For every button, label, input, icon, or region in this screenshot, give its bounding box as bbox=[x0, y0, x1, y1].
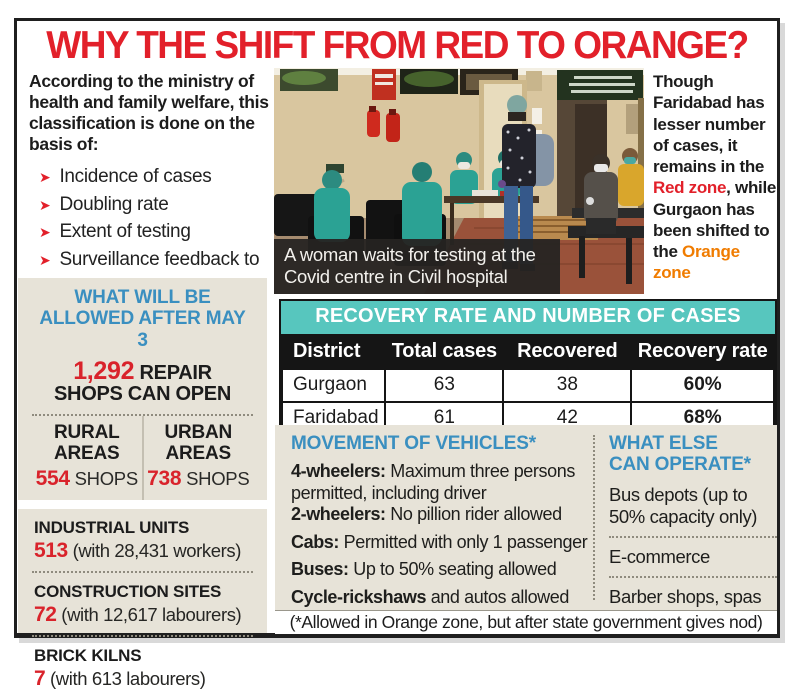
classification-criteria: According to the ministry of health and … bbox=[29, 71, 283, 301]
cell-recovery-rate: 60% bbox=[630, 368, 775, 403]
operate-item: Bus depots (up to 50% capacity only) bbox=[609, 483, 758, 527]
rural-areas-label: RURAL AREAS bbox=[53, 422, 120, 464]
criteria-item-label: Incidence of cases bbox=[59, 166, 212, 187]
criteria-item-label: Extent of testing bbox=[59, 221, 191, 243]
urban-shops-number: 738 bbox=[147, 466, 182, 490]
brick-kilns-detail: (with 613 labourers) bbox=[45, 667, 206, 689]
repair-shops-label: REPAIR SHOPS CAN OPEN bbox=[54, 361, 231, 406]
zone-note-text: Though Faridabad has lesser number of ca… bbox=[653, 72, 766, 176]
rural-shops-unit: SHOPS bbox=[69, 467, 139, 489]
vehicle-rule: Buses: Up to 50% seating allowed bbox=[291, 559, 557, 580]
construction-sites-label: CONSTRUCTION SITES bbox=[34, 581, 222, 601]
infographic-board: WHY THE SHIFT FROM RED TO ORANGE? Accord… bbox=[14, 18, 780, 690]
cell-recovered: 38 bbox=[502, 368, 633, 403]
table-header-row: District Total cases Recovered Recovery … bbox=[280, 334, 775, 370]
vehicle-rule: 2-wheelers: No pillion rider allowed bbox=[291, 504, 562, 525]
industrial-units-number: 513 bbox=[34, 538, 68, 562]
repair-shops-stat: 1,292 REPAIR SHOPS CAN OPEN bbox=[45, 358, 240, 405]
construction-sites-detail: (with 12,617 labourers) bbox=[56, 603, 242, 625]
arrow-bullet-icon: ➤ bbox=[39, 251, 51, 268]
vehicle-rule: Cycle-rickshaws and autos allowed bbox=[291, 586, 570, 607]
repair-shops-number: 1,292 bbox=[73, 356, 135, 385]
footnote: (*Allowed in Orange zone, but after stat… bbox=[275, 610, 777, 634]
operate-panel: WHAT ELSE CAN OPERATE* Bus depots (up to… bbox=[595, 425, 777, 629]
criteria-item-label: Doubling rate bbox=[59, 193, 169, 215]
header-recovery-rate: Recovery rate bbox=[630, 334, 775, 370]
brick-kilns-number: 7 bbox=[34, 666, 46, 690]
vehicles-panel: MOVEMENT OF VEHICLES* 4-wheelers: Maximu… bbox=[275, 425, 593, 610]
industrial-units-detail: (with 28,431 workers) bbox=[67, 539, 242, 561]
urban-areas-stat: URBAN AREAS 738 SHOPS bbox=[141, 416, 254, 500]
vehicles-heading: MOVEMENT OF VEHICLES* bbox=[291, 433, 536, 454]
dotted-divider bbox=[32, 414, 253, 417]
criteria-intro: According to the ministry of health and … bbox=[29, 71, 269, 154]
construction-sites-stat: CONSTRUCTION SITES 72 (with 12,617 labou… bbox=[32, 570, 253, 635]
rural-areas-stat: RURAL AREAS 554 SHOPS bbox=[32, 416, 142, 500]
hospital-scene-illustration bbox=[274, 68, 644, 294]
orange-zone-label: Orange zone bbox=[653, 242, 740, 283]
criteria-item: ➤ Doubling rate bbox=[29, 191, 283, 219]
table-row: Gurgaon 63 38 60% bbox=[280, 368, 775, 403]
recovery-table: RECOVERY RATE AND NUMBER OF CASES Distri… bbox=[279, 299, 777, 438]
covid-centre-photo: A woman waits for testing at the Covid c… bbox=[274, 68, 644, 294]
brick-kilns-stat: BRICK KILNS 7 (with 613 labourers) bbox=[32, 634, 253, 699]
industrial-units-stat: INDUSTRIAL UNITS 513 (with 28,431 worker… bbox=[32, 509, 253, 571]
page-title: WHY THE SHIFT FROM RED TO ORANGE? bbox=[46, 23, 749, 67]
allowed-heading: WHAT WILL BE ALLOWED AFTER MAY 3 bbox=[39, 287, 246, 351]
dotted-vertical-divider bbox=[593, 435, 595, 600]
vehicle-rule: 4-wheelers: Maximum three persons permit… bbox=[291, 461, 575, 503]
construction-sites-number: 72 bbox=[34, 602, 57, 626]
arrow-bullet-icon: ➤ bbox=[39, 196, 51, 213]
urban-shops-unit: SHOPS bbox=[181, 467, 250, 489]
cell-total-cases: 63 bbox=[384, 368, 505, 403]
cell-district: Gurgaon bbox=[280, 368, 387, 403]
vehicle-rule: Cabs: Permitted with only 1 passenger bbox=[291, 531, 588, 552]
red-zone-label: Red zone bbox=[653, 178, 727, 198]
header-recovered: Recovered bbox=[502, 334, 633, 370]
arrow-bullet-icon: ➤ bbox=[39, 224, 51, 241]
header-total-cases: Total cases bbox=[384, 334, 505, 370]
urban-areas-label: URBAN AREAS bbox=[164, 422, 233, 464]
allowed-panel: WHAT WILL BE ALLOWED AFTER MAY 3 1,292 R… bbox=[18, 278, 267, 690]
operate-heading: WHAT ELSE CAN OPERATE* bbox=[609, 433, 751, 476]
industrial-units-label: INDUSTRIAL UNITS bbox=[34, 517, 190, 537]
zone-note-text: , while Gurgaon has been shifted to the bbox=[653, 178, 777, 261]
table-title-banner: RECOVERY RATE AND NUMBER OF CASES bbox=[281, 301, 775, 334]
section-gap bbox=[18, 499, 267, 509]
zone-shift-note: Though Faridabad has lesser number of ca… bbox=[653, 71, 779, 284]
criteria-item: ➤ Incidence of cases bbox=[29, 163, 283, 191]
criteria-item: ➤ Extent of testing bbox=[29, 218, 283, 246]
cases-table: District Total cases Recovered Recovery … bbox=[280, 334, 775, 436]
rules-panel: MOVEMENT OF VEHICLES* 4-wheelers: Maximu… bbox=[275, 425, 777, 629]
photo-caption: A woman waits for testing at the Covid c… bbox=[274, 238, 560, 294]
areas-row: RURAL AREAS 554 SHOPS URBAN AREAS 738 SH… bbox=[32, 416, 253, 500]
header-district: District bbox=[280, 334, 387, 370]
operate-item: E-commerce bbox=[609, 535, 777, 576]
brick-kilns-label: BRICK KILNS bbox=[34, 645, 142, 665]
rural-shops-number: 554 bbox=[35, 466, 70, 490]
arrow-bullet-icon: ➤ bbox=[39, 169, 51, 185]
